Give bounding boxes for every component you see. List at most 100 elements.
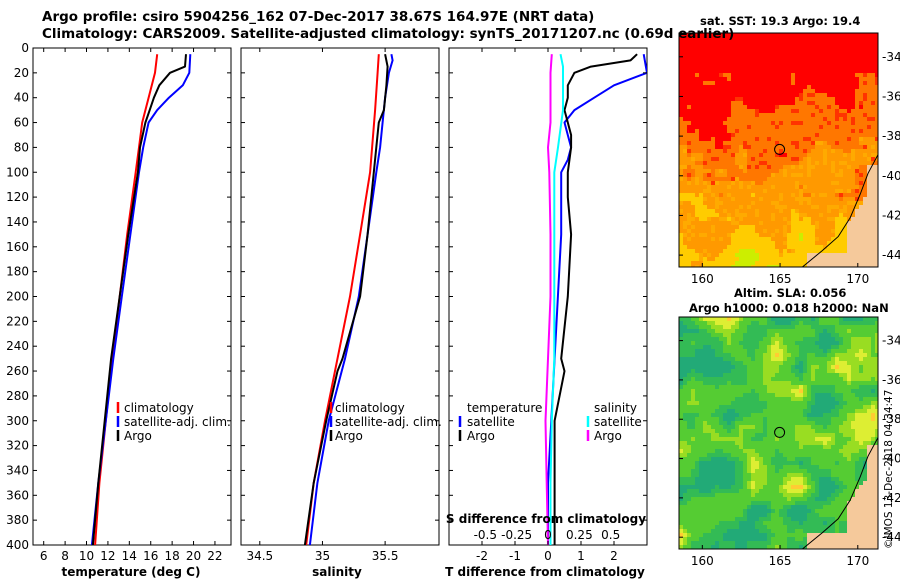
- map-cell: [831, 49, 835, 53]
- map-cell: [827, 157, 831, 161]
- map-cell: [815, 137, 819, 141]
- map-cell: [807, 205, 811, 209]
- map-cell: [803, 437, 807, 441]
- map-cell: [719, 329, 723, 333]
- map-cell: [863, 389, 867, 393]
- map-cell: [875, 133, 878, 137]
- map-cell: [763, 369, 767, 373]
- map-cell: [803, 361, 807, 365]
- map-cell: [827, 409, 831, 413]
- map-cell: [727, 233, 731, 237]
- map-cell: [695, 233, 699, 237]
- map-cell: [779, 445, 783, 449]
- map-cell: [775, 197, 779, 201]
- map-cell: [771, 417, 775, 421]
- map-cell: [747, 373, 751, 377]
- map-cell: [763, 373, 767, 377]
- map-cell: [823, 69, 827, 73]
- map-cell: [747, 113, 751, 117]
- map-cell: [779, 105, 783, 109]
- map-cell: [735, 233, 739, 237]
- map-cell: [743, 377, 747, 381]
- map-cell: [763, 201, 767, 205]
- map-cell: [871, 209, 875, 213]
- map-cell: [743, 229, 747, 233]
- map-cell: [743, 109, 747, 113]
- map-cell: [803, 165, 807, 169]
- map-cell: [683, 65, 687, 69]
- map-cell: [795, 169, 799, 173]
- map-cell: [731, 117, 735, 121]
- map-cell: [691, 361, 695, 365]
- map-cell: [815, 357, 819, 361]
- map-cell: [859, 77, 863, 81]
- map-cell: [747, 429, 751, 433]
- map-cell: [735, 173, 739, 177]
- map-cell: [755, 205, 759, 209]
- map-cell: [723, 317, 727, 321]
- map-cell: [735, 73, 739, 77]
- map-cell: [735, 261, 739, 265]
- map-cell: [835, 157, 839, 161]
- map-cell: [719, 441, 723, 445]
- map-cell: [851, 213, 855, 217]
- map-cell: [779, 33, 783, 37]
- x-tick-label-salinity: -0.25: [501, 528, 532, 542]
- map-cell: [735, 157, 739, 161]
- map-cell: [859, 405, 863, 409]
- map-cell: [867, 157, 871, 161]
- map-cell: [695, 61, 699, 65]
- map-cell: [723, 121, 727, 125]
- map-cell: [731, 397, 735, 401]
- map-cell: [783, 321, 787, 325]
- map-cell: [711, 229, 715, 233]
- map-cell: [839, 89, 843, 93]
- map-cell: [839, 173, 843, 177]
- map-cell: [703, 41, 707, 45]
- map-cell: [743, 369, 747, 373]
- map-cell: [755, 421, 759, 425]
- map-cell: [727, 405, 731, 409]
- sst-map: [679, 33, 878, 267]
- map-cell: [839, 209, 843, 213]
- map-cell: [787, 253, 791, 257]
- map-cell: [791, 45, 795, 49]
- map-cell: [691, 185, 695, 189]
- map-cell: [803, 409, 807, 413]
- map-cell: [855, 57, 859, 61]
- map-cell: [791, 349, 795, 353]
- map-cell: [839, 213, 843, 217]
- map-cell: [771, 453, 775, 457]
- map-cell: [771, 45, 775, 49]
- map-cell: [779, 369, 783, 373]
- map-cell: [875, 61, 878, 65]
- map-cell: [807, 161, 811, 165]
- map-cell: [867, 73, 871, 77]
- map-cell: [783, 373, 787, 377]
- map-cell: [759, 413, 763, 417]
- map-cell: [863, 345, 867, 349]
- map-cell: [727, 165, 731, 169]
- map-cell: [875, 345, 878, 349]
- map-cell: [859, 69, 863, 73]
- map-cell: [855, 89, 859, 93]
- map-cell: [847, 393, 851, 397]
- map-cell: [747, 433, 751, 437]
- map-cell: [759, 49, 763, 53]
- map-cell: [827, 377, 831, 381]
- map-cell: [747, 161, 751, 165]
- map-cell: [859, 97, 863, 101]
- map-cell: [867, 337, 871, 341]
- map-cell: [699, 329, 703, 333]
- map-cell: [735, 429, 739, 433]
- map-cell: [707, 261, 711, 265]
- map-cell: [715, 61, 719, 65]
- map-cell: [795, 413, 799, 417]
- map-cell: [703, 321, 707, 325]
- map-cell: [875, 337, 878, 341]
- map-cell: [875, 153, 878, 157]
- map-cell: [855, 249, 859, 253]
- map-cell: [687, 125, 691, 129]
- map-cell: [751, 425, 755, 429]
- map-cell: [783, 421, 787, 425]
